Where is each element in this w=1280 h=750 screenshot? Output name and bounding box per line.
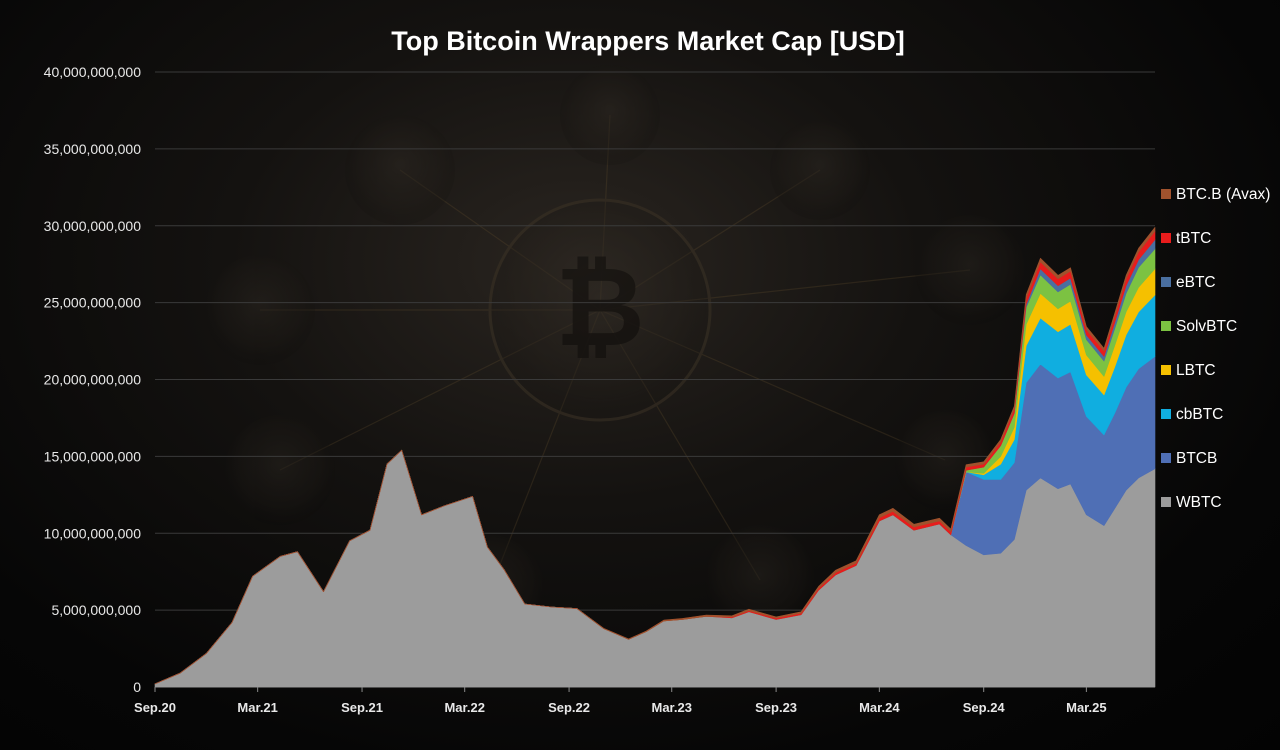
- y-tick-label: 0: [133, 679, 141, 695]
- coin-decoration: [560, 65, 660, 165]
- coin-decoration: [488, 198, 712, 422]
- bitcoin-icon: ₿: [555, 243, 645, 371]
- coin-decoration: [205, 255, 315, 365]
- background-network-decoration: ₿: [205, 65, 1025, 645]
- legend-label-wbtc: WBTC: [1176, 494, 1222, 511]
- y-tick-label: 15,000,000,000: [44, 448, 142, 464]
- legend-swatch-btcb: [1161, 453, 1171, 463]
- y-tick-label: 20,000,000,000: [44, 372, 142, 388]
- coin-decoration: [705, 525, 815, 635]
- area-btc-b-avax: [154, 227, 1156, 685]
- x-tick-label: Sep.21: [341, 700, 383, 715]
- legend-swatch-solvbtc: [1161, 321, 1171, 331]
- coin-decoration: [345, 115, 455, 225]
- legend-swatch-ebtc: [1161, 277, 1171, 287]
- y-tick-label: 5,000,000,000: [51, 602, 141, 618]
- x-tick-label: Mar.25: [1066, 700, 1106, 715]
- legend-label-btc-b-avax: BTC.B (Avax): [1176, 186, 1270, 203]
- legend-label-solvbtc: SolvBTC: [1176, 318, 1237, 335]
- legend: BTC.B (Avax) tBTC eBTC SolvBTC LBTC cbBTC BTCB…: [1161, 186, 1270, 511]
- x-tick-label: Mar.24: [859, 700, 900, 715]
- legend-label-btcb: BTCB: [1176, 450, 1217, 467]
- y-axis: 0 5,000,000,000 10,000,000,000 15,000,000,0…: [44, 64, 142, 695]
- legend-label-ebtc: eBTC: [1176, 274, 1216, 291]
- legend-swatch-lbtc: [1161, 365, 1171, 375]
- legend-swatch-btc-b-avax: [1161, 189, 1171, 199]
- coin-decoration: [225, 415, 335, 525]
- x-tick-label: Sep.20: [134, 700, 176, 715]
- x-tick-label: Sep.24: [963, 700, 1006, 715]
- x-axis: Sep.20 Mar.21 Sep.21 Mar.22 Sep.22 Mar.23 Sep.…: [134, 687, 1107, 715]
- legend-swatch-tbtc: [1161, 233, 1171, 243]
- y-tick-label: 40,000,000,000: [44, 64, 142, 80]
- x-tick-label: Mar.21: [237, 700, 277, 715]
- y-tick-label: 35,000,000,000: [44, 141, 142, 157]
- y-tick-label: 30,000,000,000: [44, 218, 142, 234]
- legend-swatch-cbbtc: [1161, 409, 1171, 419]
- x-tick-label: Mar.22: [444, 700, 484, 715]
- y-tick-label: 25,000,000,000: [44, 295, 142, 311]
- coin-decoration: [770, 120, 870, 220]
- stacked-areas: [154, 227, 1156, 688]
- chart-title: Top Bitcoin Wrappers Market Cap [USD]: [391, 26, 905, 56]
- coin-decoration: [915, 215, 1025, 325]
- legend-swatch-wbtc: [1161, 497, 1171, 507]
- legend-label-tbtc: tBTC: [1176, 230, 1211, 247]
- y-tick-label: 10,000,000,000: [44, 525, 142, 541]
- x-tick-label: Sep.22: [548, 700, 590, 715]
- legend-label-lbtc: LBTC: [1176, 362, 1216, 379]
- x-tick-label: Sep.23: [755, 700, 797, 715]
- x-tick-label: Mar.23: [651, 700, 691, 715]
- legend-label-cbbtc: cbBTC: [1176, 406, 1223, 423]
